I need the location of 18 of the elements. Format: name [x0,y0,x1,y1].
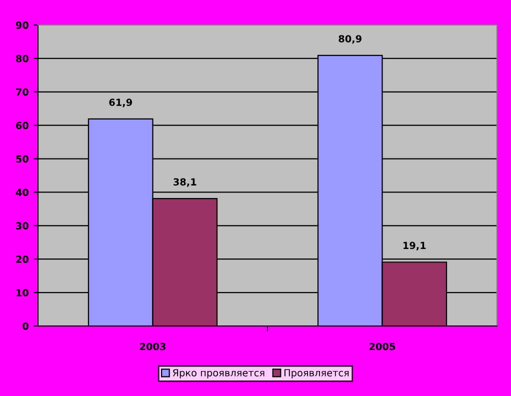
data-label: 38,1 [174,178,196,187]
y-tick-label: 80 [16,54,29,62]
y-tick-label: 50 [16,155,29,163]
data-label: 19,1 [403,242,426,250]
y-tick-label: 10 [16,289,29,296]
y-tick-label: 90 [16,21,29,29]
y-tick-label: 40 [16,188,29,196]
data-label: 61,9 [109,98,132,108]
data-label: 80,9 [338,35,362,44]
legend-label: Ярко проявляется [172,369,264,378]
legend-label: Проявляется [284,369,349,378]
x-tick-label: 2005 [369,342,396,350]
y-tick-label: 0 [22,322,29,330]
y-tick-label: 60 [16,122,29,130]
x-tick-label: 2003 [140,342,166,350]
y-tick-label: 20 [16,256,29,263]
y-tick-label: 30 [16,222,29,230]
y-tick-label: 70 [16,88,29,96]
